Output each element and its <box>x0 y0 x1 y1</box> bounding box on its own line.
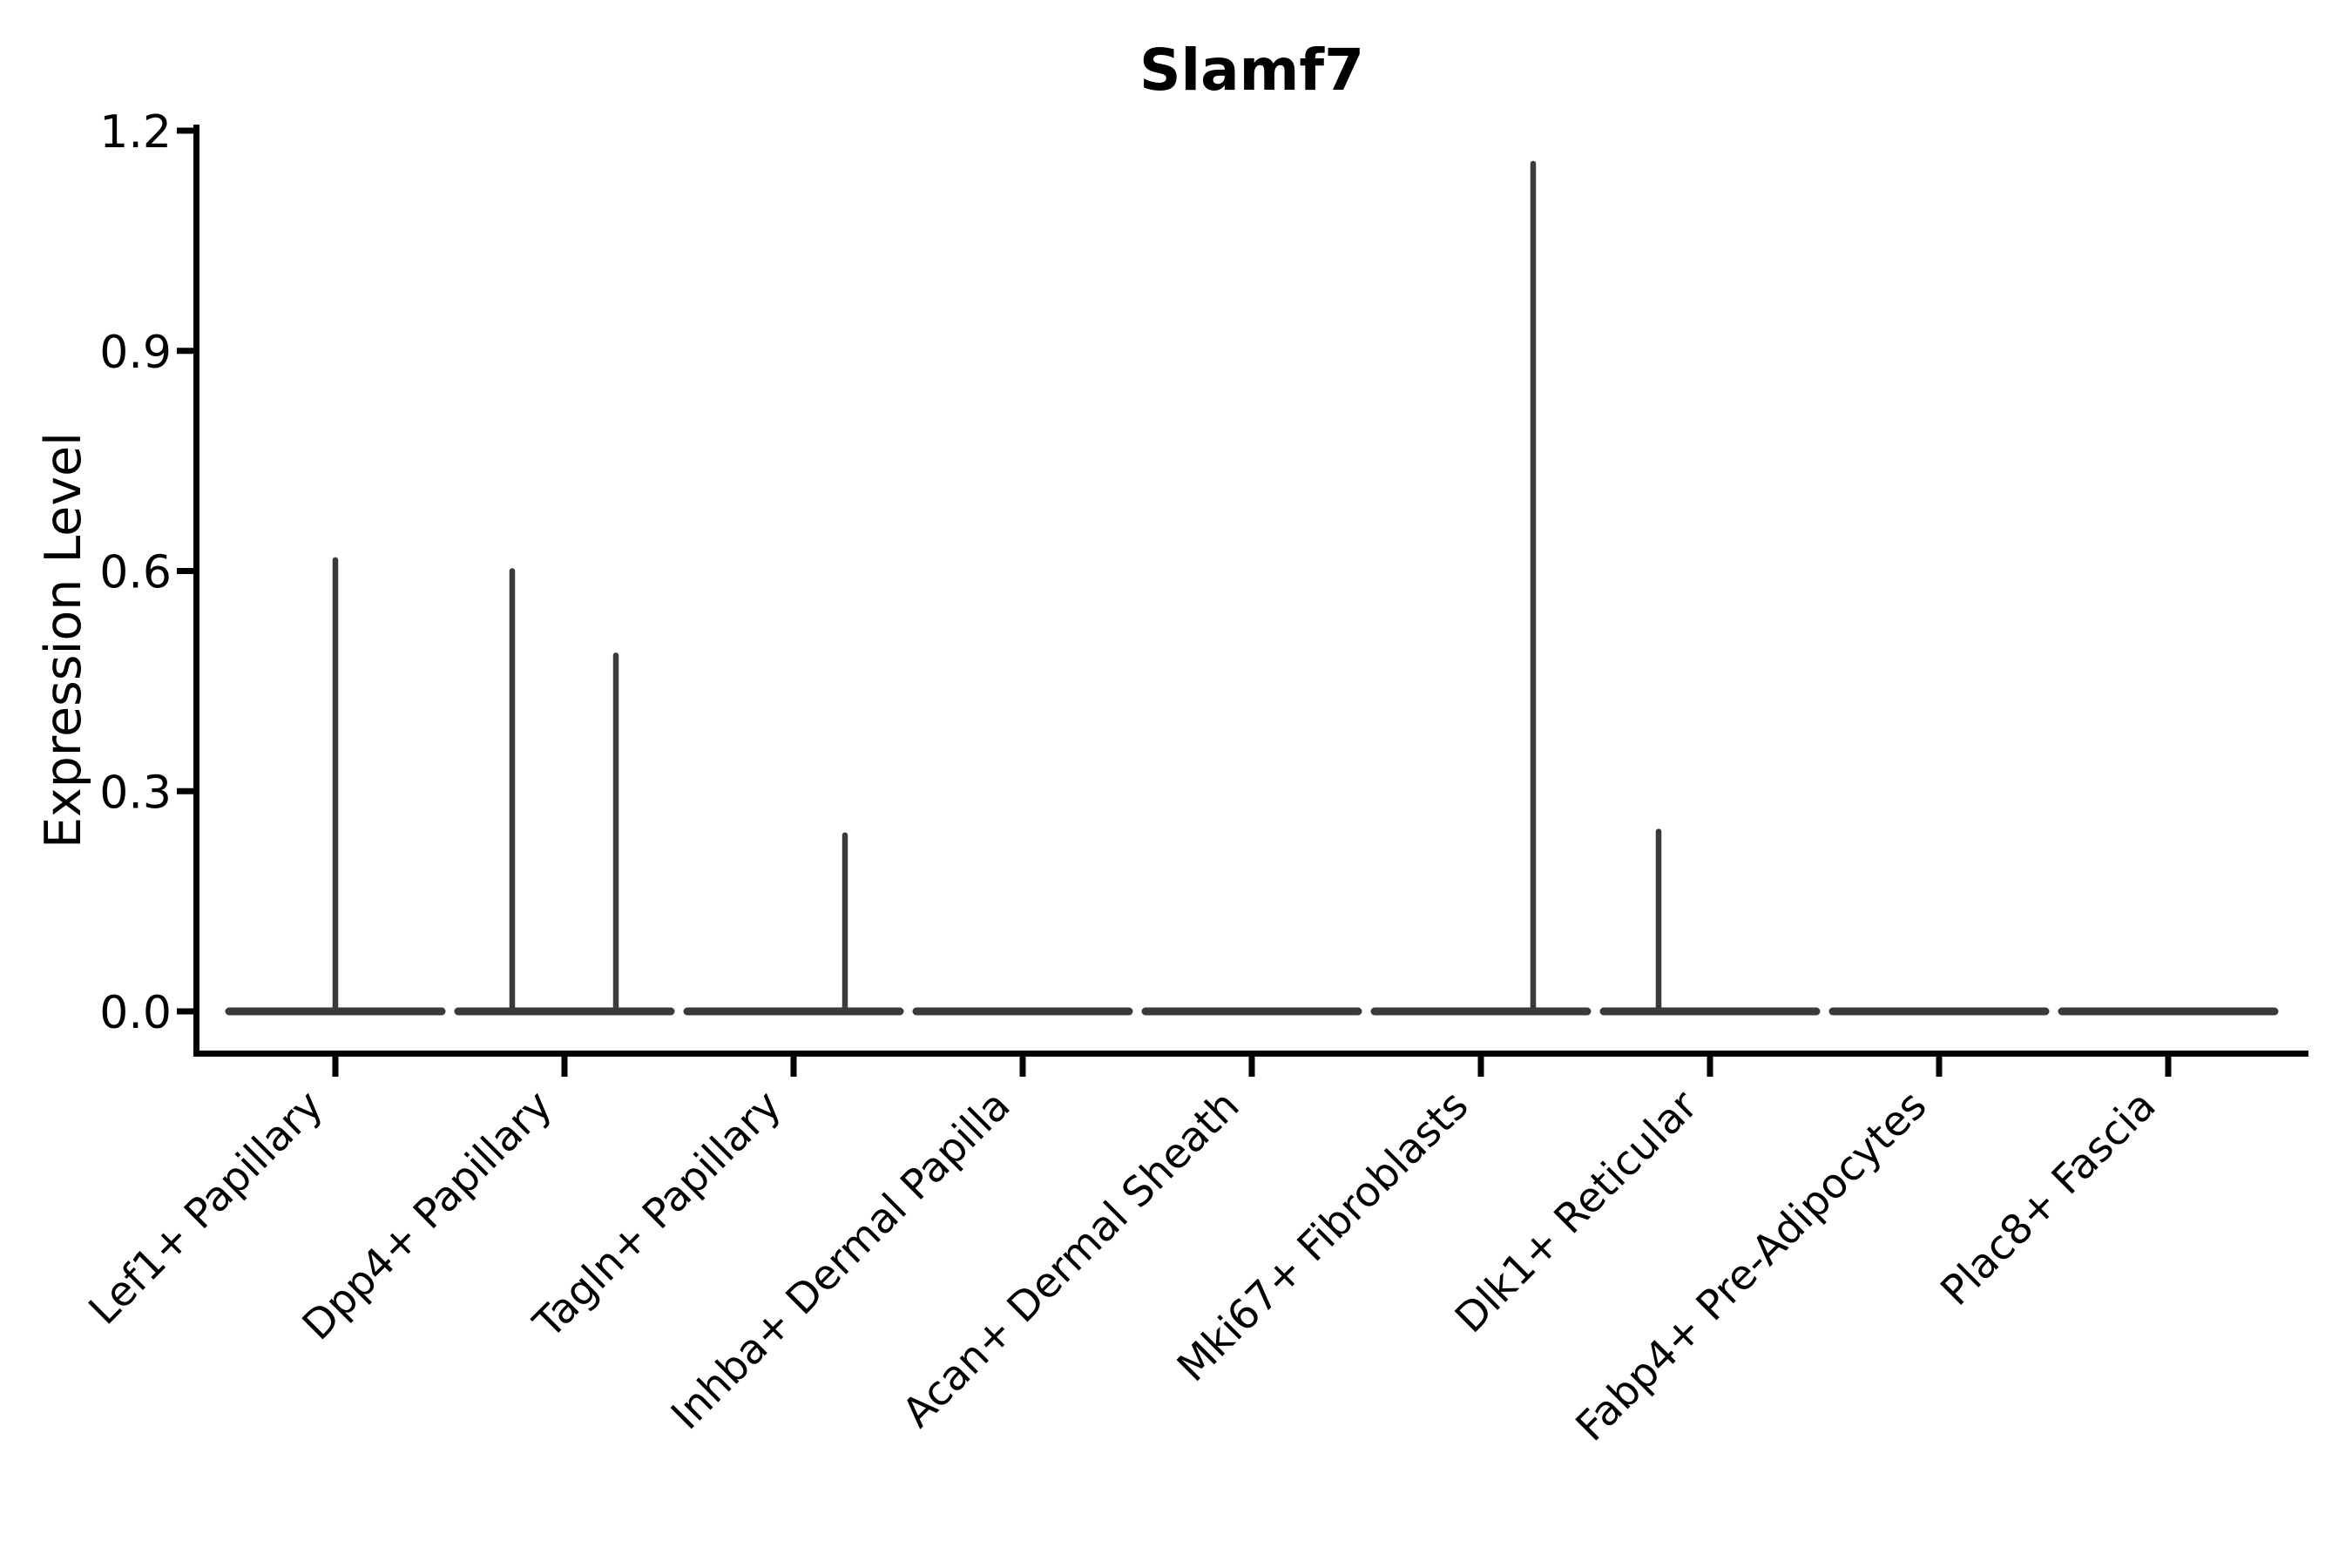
x-tick-label: Tagln+ Papillary <box>524 1082 791 1348</box>
y-tick-label: 1.2 <box>99 106 172 159</box>
violin-layer <box>225 160 2279 1016</box>
x-tick-label: Plac8+ Fascia <box>1932 1082 2166 1315</box>
y-axis-label: Expression Level <box>35 432 92 848</box>
y-tick-label: 0.3 <box>99 767 172 819</box>
y-tick-label: 0.0 <box>99 987 172 1039</box>
plot-title: Slamf7 <box>1139 37 1364 104</box>
x-tick-label: Lef1+ Papillary <box>80 1082 333 1335</box>
y-tick-label: 0.9 <box>99 327 172 379</box>
x-tick-label: Dpp4+ Papillary <box>294 1082 562 1350</box>
y-tick-label: 0.6 <box>99 547 172 599</box>
x-tick-label: Dlk1+ Reticular <box>1446 1081 1707 1342</box>
